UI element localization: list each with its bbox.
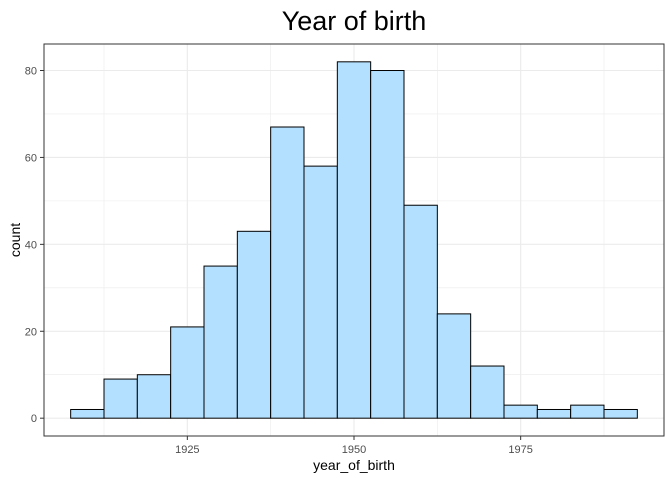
x-tick-label: 1975 bbox=[508, 444, 532, 456]
y-tick-label: 40 bbox=[25, 239, 37, 251]
histogram-bar bbox=[570, 404, 605, 419]
histogram-bars bbox=[70, 61, 638, 419]
histogram-bar bbox=[303, 165, 338, 419]
histogram-bar bbox=[436, 313, 472, 419]
histogram-bar bbox=[503, 404, 538, 419]
histogram-bar bbox=[70, 408, 105, 419]
y-tick-label: 60 bbox=[25, 152, 37, 164]
histogram-bar bbox=[603, 408, 638, 419]
x-tick-label: 1925 bbox=[175, 444, 199, 456]
histogram-bar bbox=[370, 70, 405, 419]
histogram-bar bbox=[270, 126, 305, 419]
histogram-bar bbox=[203, 265, 238, 419]
histogram-bar bbox=[403, 204, 438, 419]
y-tick-label: 20 bbox=[25, 326, 37, 338]
x-tick-label: 1950 bbox=[342, 444, 366, 456]
x-axis-title: year_of_birth bbox=[313, 457, 395, 473]
histogram-bar bbox=[103, 378, 138, 419]
histogram-bar bbox=[136, 374, 172, 419]
axis-ticks: 1925 1950 1975 0 20 40 60 80 bbox=[25, 66, 533, 456]
histogram-bar bbox=[536, 408, 572, 419]
chart-title: Year of birth bbox=[282, 6, 427, 36]
histogram-bar bbox=[470, 365, 505, 419]
y-tick-label: 80 bbox=[25, 66, 37, 78]
y-tick-label: 0 bbox=[31, 413, 37, 425]
y-axis-title: count bbox=[7, 223, 23, 257]
histogram-bar bbox=[236, 230, 272, 419]
histogram-bar bbox=[170, 326, 205, 419]
histogram-bar bbox=[336, 61, 372, 419]
